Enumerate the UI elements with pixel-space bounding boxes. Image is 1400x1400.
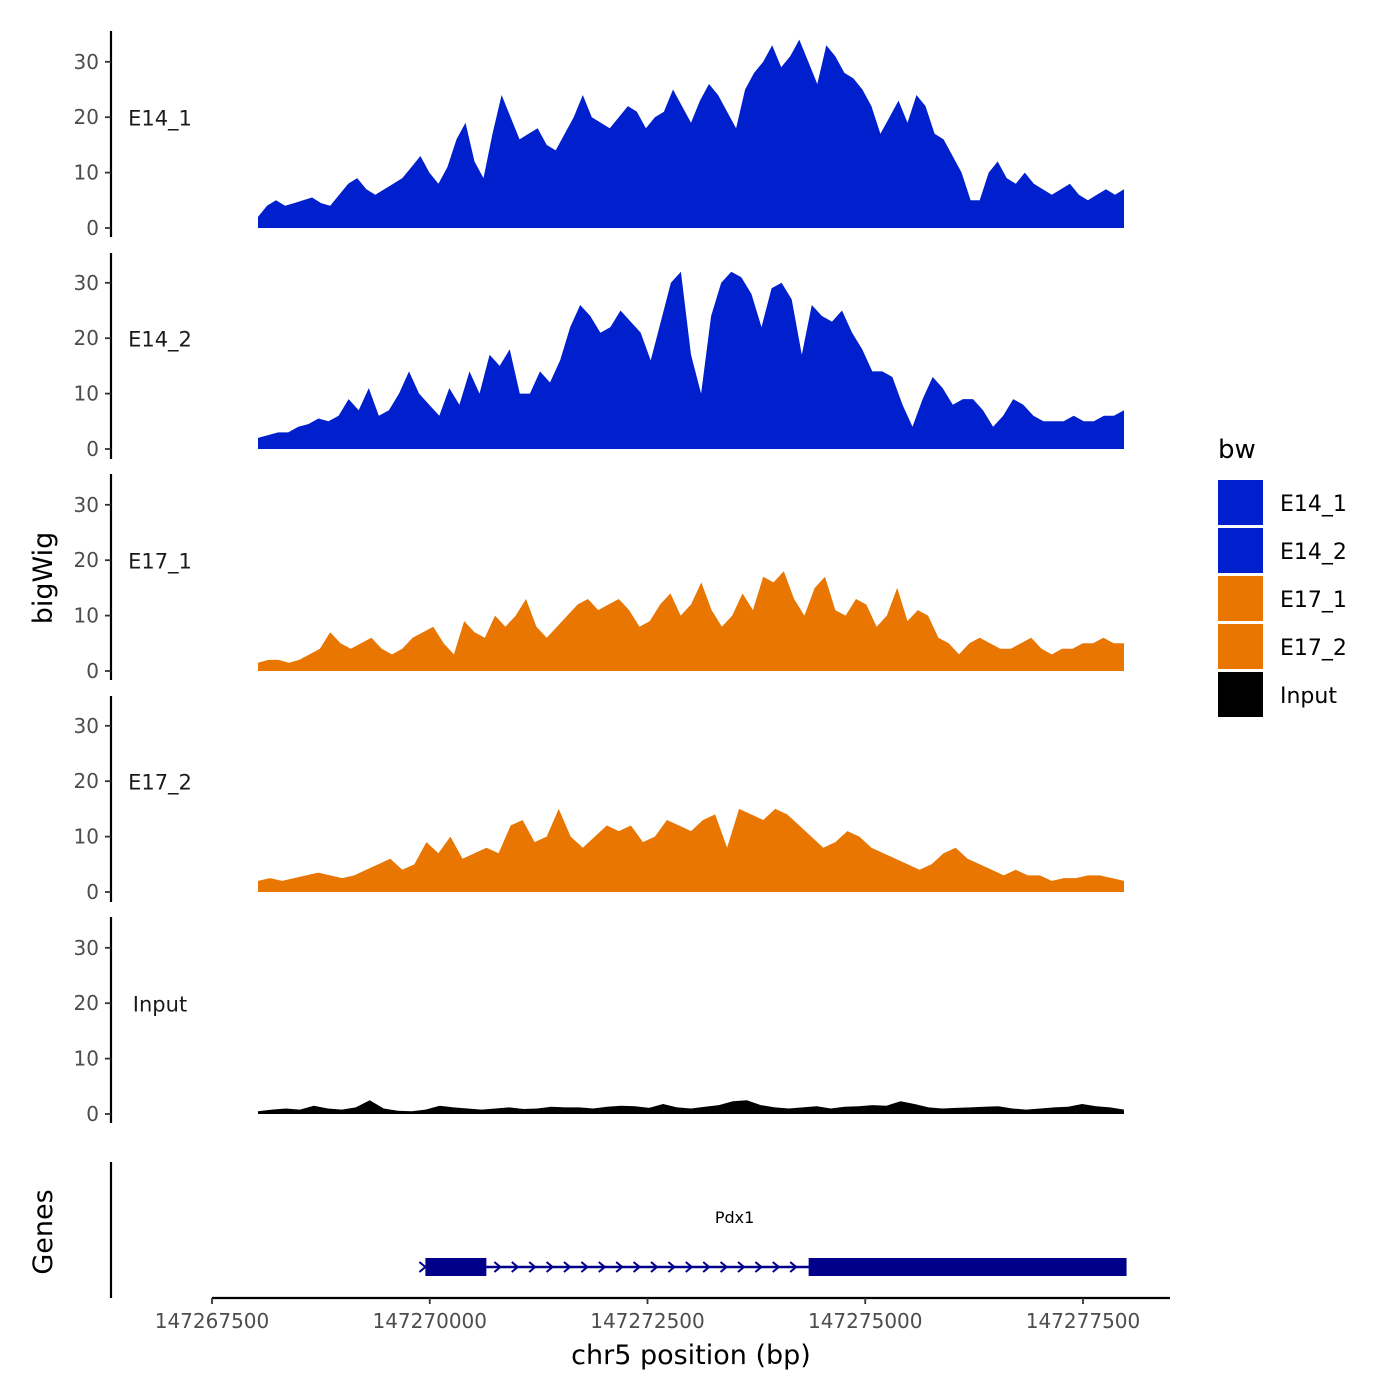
x-axis-title: chr5 position (bp) <box>571 1340 811 1371</box>
legend-label: Input <box>1280 684 1337 709</box>
y-tick-label: 20 <box>74 105 99 129</box>
strand-arrow <box>493 1261 502 1273</box>
strand-arrow <box>789 1261 798 1273</box>
track-area-e14-2 <box>258 271 1124 449</box>
y-tick-label: 0 <box>86 880 99 904</box>
strand-arrow <box>545 1261 555 1273</box>
gene-exon <box>425 1258 487 1276</box>
legend-label: E17_2 <box>1280 636 1347 661</box>
strand-arrow <box>632 1261 642 1273</box>
y-tick-label: 30 <box>74 493 99 517</box>
track-label: E14_2 <box>128 328 192 353</box>
gene-name-label: Pdx1 <box>715 1208 754 1227</box>
x-tick-label: 147270000 <box>372 1309 487 1333</box>
genes-panel: Genes Pdx1 <box>28 1162 1127 1298</box>
track-e17-1: 0 10 20 30 E17_1 <box>74 474 1124 683</box>
strand-arrow <box>580 1261 589 1273</box>
legend-title: bw <box>1218 435 1256 465</box>
tracks-group: 0 10 20 30 E14_1 0 10 20 30 E14_2 0 10 20 30 E17_1 0 10 2… <box>74 31 1124 1126</box>
track-area-e17-2 <box>258 808 1124 892</box>
y-tick-label: 10 <box>74 604 99 628</box>
y-tick-label: 30 <box>74 50 99 74</box>
legend-label: E14_2 <box>1280 540 1347 565</box>
legend-key <box>1218 480 1263 525</box>
y-tick-label: 20 <box>74 326 99 350</box>
y-tick-label: 10 <box>74 1047 99 1071</box>
y-tick-label: 20 <box>74 548 99 572</box>
legend-label: E14_1 <box>1280 492 1347 517</box>
y-tick-label: 0 <box>86 659 99 683</box>
legend-key <box>1218 576 1263 621</box>
track-area-e14-1 <box>258 39 1124 228</box>
track-label: E14_1 <box>128 107 192 132</box>
y-tick-label: 0 <box>86 216 99 240</box>
track-label: Input <box>133 993 187 1017</box>
y-tick-label: 30 <box>74 936 99 960</box>
x-tick-label: 147272500 <box>590 1309 705 1333</box>
track-label: E17_2 <box>128 771 192 796</box>
strand-arrow <box>418 1261 427 1273</box>
track-area-input <box>258 1100 1124 1114</box>
y-axis-title: bigWig <box>28 532 59 625</box>
y-tick-label: 20 <box>74 769 99 793</box>
strand-arrow <box>615 1261 624 1273</box>
y-tick-label: 10 <box>74 161 99 185</box>
x-tick-label: 147275000 <box>808 1309 923 1333</box>
strand-arrow <box>685 1261 694 1273</box>
track-e17-2: 0 10 20 30 E17_2 <box>74 696 1124 904</box>
strand-arrow <box>702 1261 711 1273</box>
x-axis: chr5 position (bp) 147267500 147270000 147… <box>155 1296 1170 1371</box>
y-tick-label: 30 <box>74 714 99 738</box>
strand-arrow <box>667 1261 676 1273</box>
y-tick-label: 30 <box>74 271 99 295</box>
y-tick-label: 10 <box>74 382 99 406</box>
y-tick-label: 20 <box>74 991 99 1015</box>
gene-exon <box>808 1258 1127 1276</box>
track-e14-1: 0 10 20 30 E14_1 <box>74 31 1124 240</box>
strand-arrow <box>754 1261 763 1273</box>
strand-arrow <box>650 1261 659 1273</box>
legend-key <box>1218 624 1263 669</box>
legend-label: E17_1 <box>1280 588 1347 613</box>
track-e14-2: 0 10 20 30 E14_2 <box>74 253 1124 461</box>
strand-arrow <box>772 1261 781 1273</box>
track-input: 0 10 20 30 Input <box>74 917 1124 1126</box>
strand-arrow <box>719 1261 729 1273</box>
strand-arrow <box>563 1261 572 1273</box>
x-tick-label: 147277500 <box>1026 1309 1141 1333</box>
genes-axis-title: Genes <box>28 1189 59 1274</box>
strand-arrow <box>528 1261 537 1273</box>
y-tick-label: 0 <box>86 437 99 461</box>
strand-arrow <box>598 1261 607 1273</box>
strand-arrow <box>511 1261 520 1273</box>
strand-arrow <box>737 1261 746 1273</box>
track-label: E17_1 <box>128 550 192 575</box>
legend-key <box>1218 528 1263 573</box>
legend-key <box>1218 672 1263 717</box>
x-tick-label: 147267500 <box>155 1309 270 1333</box>
legend: bw E14_1 E14_2 E17_1 E17_2 Input <box>1218 435 1347 717</box>
track-area-e17-1 <box>258 571 1124 671</box>
y-tick-label: 10 <box>74 825 99 849</box>
y-tick-label: 0 <box>86 1102 99 1126</box>
